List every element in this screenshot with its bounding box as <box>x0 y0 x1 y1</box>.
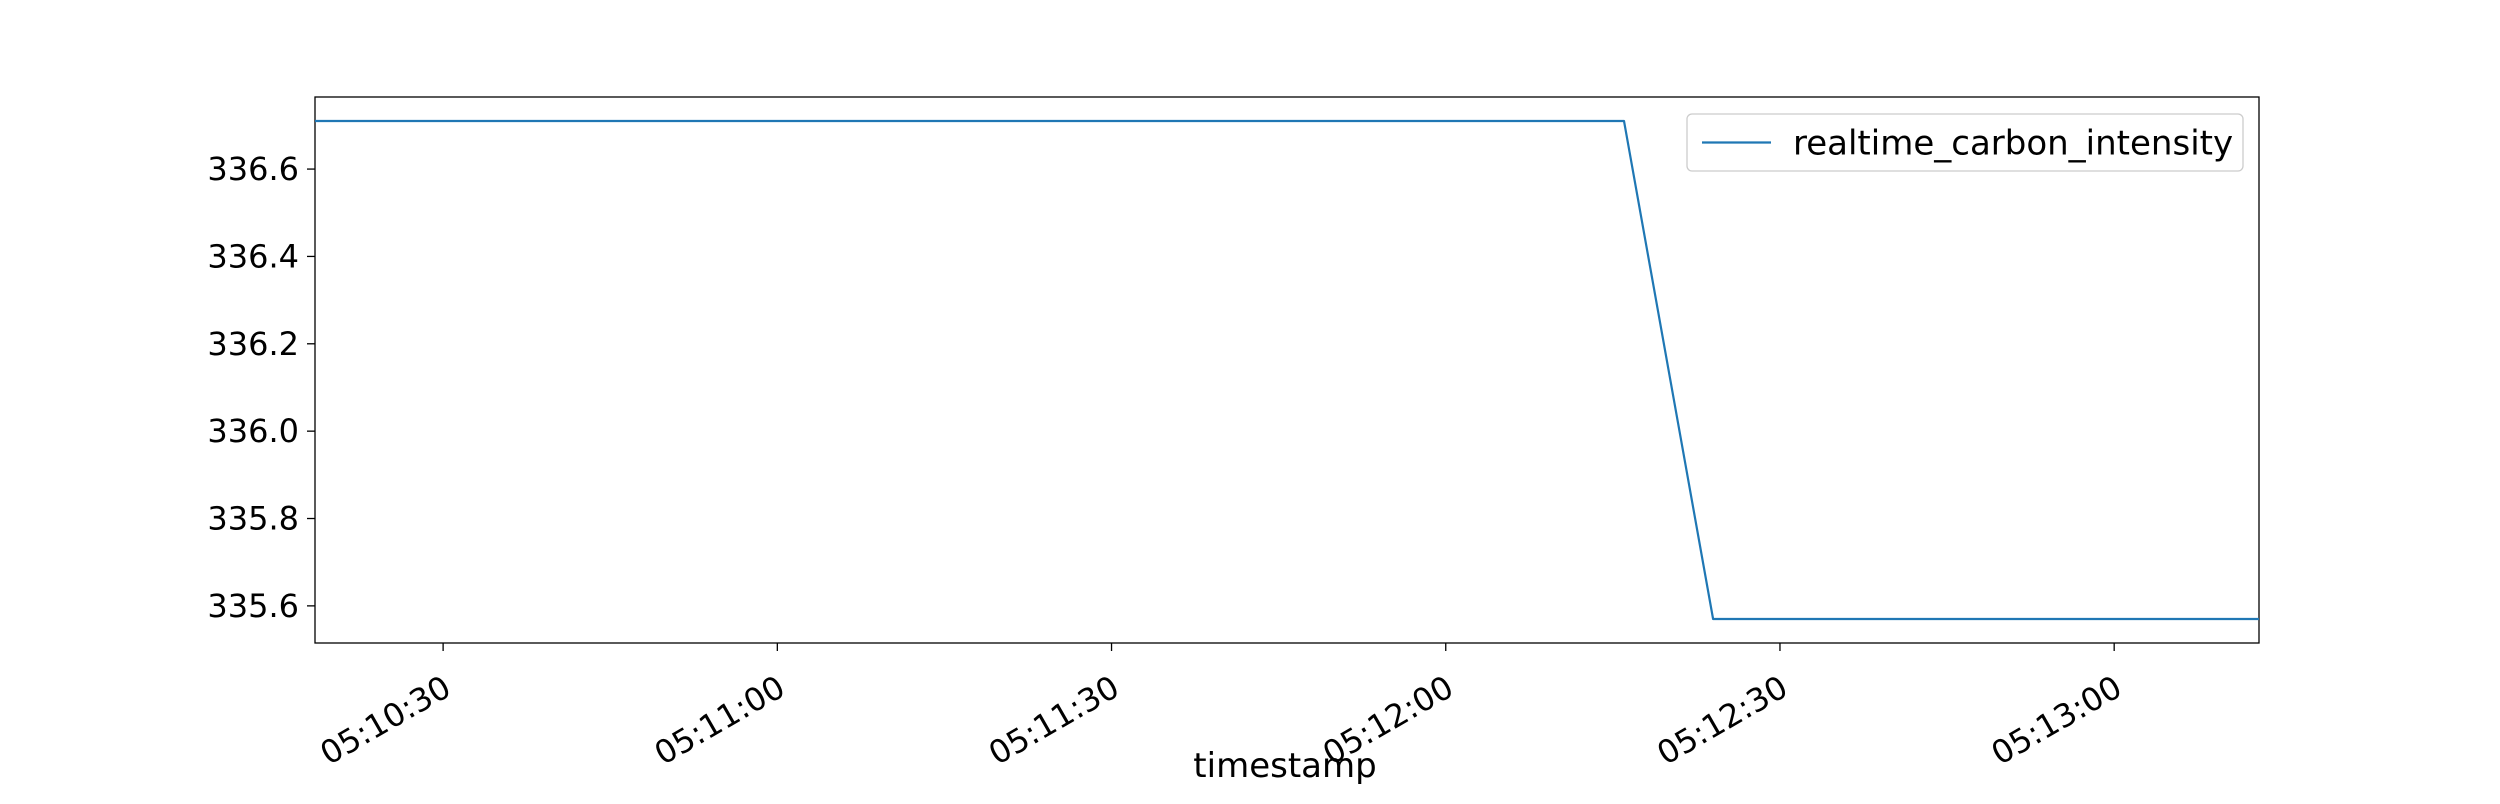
legend: realtime_carbon_intensity <box>1686 113 2244 172</box>
y-axis: 335.6 335.8 336.0 336.2 336.4 336.6 <box>207 150 315 625</box>
x-axis-label: timestamp <box>1193 746 1376 786</box>
plot-area <box>314 96 2260 644</box>
y-tick-label: 336.2 <box>207 325 299 363</box>
legend-label: realtime_carbon_intensity <box>1793 124 2233 164</box>
series-layer <box>315 119 2259 621</box>
plot-frame <box>314 96 2260 644</box>
y-tick-label: 336.6 <box>207 150 299 188</box>
series-line <box>315 119 2259 621</box>
y-tick-label: 335.8 <box>207 500 299 538</box>
y-tick-label: 336.0 <box>207 412 299 450</box>
legend-box <box>1686 113 2244 172</box>
y-tick-label: 335.6 <box>207 587 299 625</box>
y-tick-label: 336.4 <box>207 237 299 275</box>
